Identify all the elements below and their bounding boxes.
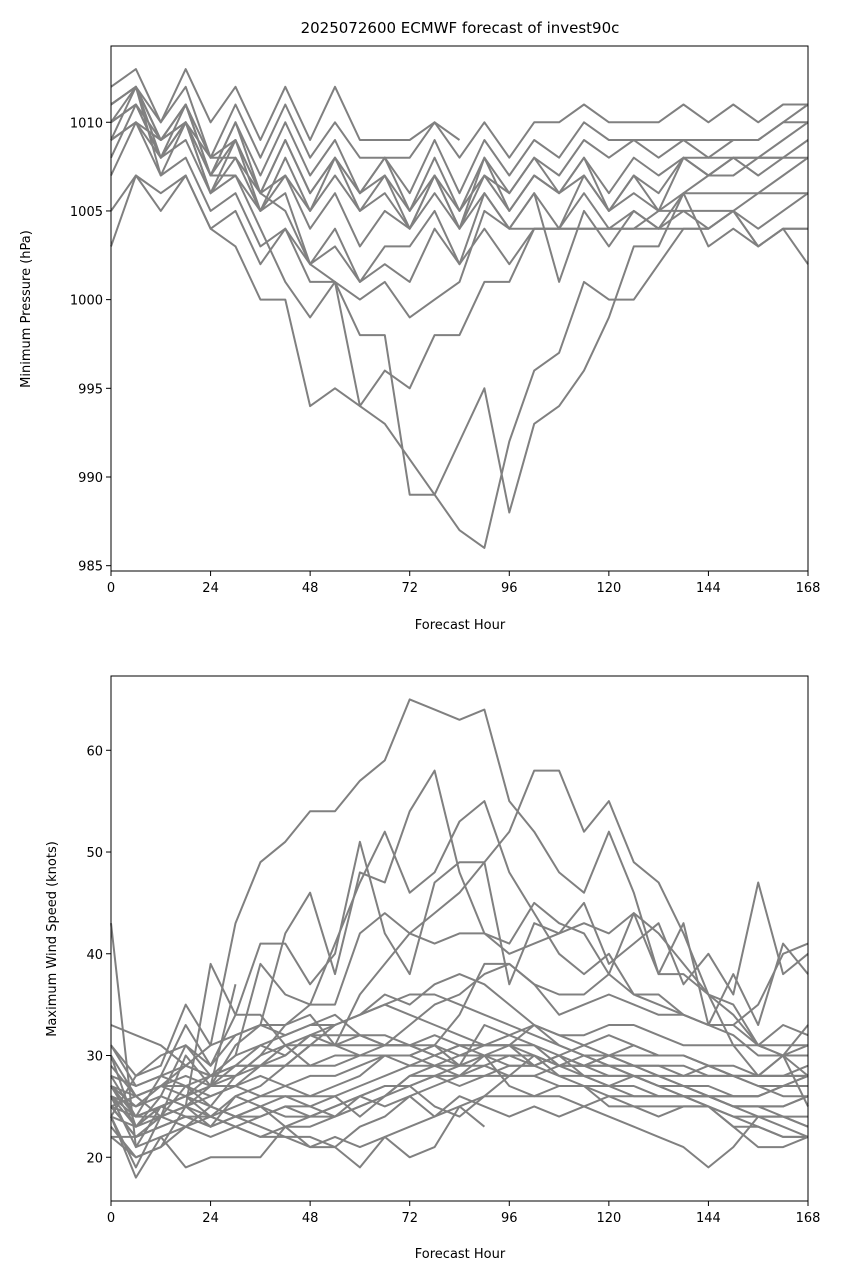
y-tick-label: 1000: [70, 294, 103, 309]
ensemble-member-line-22: [110, 1054, 808, 1138]
axis-ticks: 0 24 48 72 96 120 144 168 985 990 995 1000 1005 1010: [70, 116, 821, 596]
series-lines: [110, 698, 809, 1179]
x-tick-label: 96: [501, 581, 518, 596]
series-lines: [110, 68, 809, 549]
y-tick-label: 985: [78, 560, 103, 575]
y-tick-label: 60: [86, 744, 103, 759]
x-tick-label: 120: [596, 581, 621, 596]
y-tick-label: 50: [86, 846, 103, 861]
ensemble-member-line-23: [110, 1034, 808, 1149]
ensemble-member-line-3: [110, 769, 809, 1118]
y-tick-label: 20: [86, 1151, 103, 1166]
ensemble-member-line-27: [110, 962, 808, 1118]
x-tick-label: 0: [107, 581, 115, 596]
x-tick-label: 48: [302, 581, 319, 596]
ensemble-member-line-8: [110, 85, 809, 248]
x-tick-label: 72: [401, 581, 418, 596]
axis-ticks: 0 24 48 72 96 120 144 168 20 30 40 50 60: [86, 744, 820, 1226]
x-axis-label: Forecast Hour: [415, 618, 506, 633]
ensemble-member-line-13: [110, 174, 808, 549]
y-tick-label: 30: [86, 1050, 103, 1065]
ensemble-member-line-14: [110, 121, 808, 408]
plot-frame: [110, 45, 809, 572]
x-tick-label: 96: [501, 1211, 518, 1226]
x-tick-label: 72: [401, 1211, 418, 1226]
ensemble-member-line-28: [110, 1024, 808, 1098]
plot-frame: [110, 675, 809, 1202]
ensemble-member-line-24: [110, 1055, 809, 1169]
x-tick-label: 168: [796, 581, 821, 596]
y-tick-label: 40: [86, 948, 103, 963]
x-tick-label: 144: [696, 581, 721, 596]
y-tick-label: 1010: [70, 116, 103, 131]
ensemble-member-line-12: [110, 103, 808, 514]
x-tick-label: 24: [202, 581, 219, 596]
y-axis-label: Minimum Pressure (hPa): [19, 230, 34, 388]
ensemble-member-line-25: [110, 1054, 809, 1128]
ensemble-member-line-26: [110, 1044, 809, 1169]
y-axis-label: Maximum Wind Speed (knots): [45, 841, 60, 1037]
ensemble-member-line-20: [110, 1105, 486, 1179]
x-tick-label: 120: [596, 1211, 621, 1226]
ensemble-member-line-11: [110, 174, 808, 319]
x-tick-label: 0: [107, 1211, 115, 1226]
ensemble-member-line-2: [110, 85, 808, 159]
ensemble-member-line-29: [110, 984, 237, 1138]
y-tick-label: 990: [78, 471, 103, 486]
x-axis-label: Forecast Hour: [415, 1247, 506, 1262]
ensemble-member-line-4: [110, 85, 784, 212]
ensemble-member-line-5: [110, 912, 809, 1159]
ensemble-member-line-1: [110, 68, 461, 141]
y-tick-label: 995: [78, 382, 103, 397]
ensemble-member-line-6: [110, 769, 809, 1149]
pressure-chart: 2025072600 ECMWF forecast of invest90c F…: [19, 19, 820, 633]
ensemble-member-line-21: [110, 993, 809, 1149]
x-tick-label: 144: [696, 1211, 721, 1226]
x-tick-label: 168: [796, 1211, 821, 1226]
wind-speed-chart: Forecast Hour Maximum Wind Speed (knots)…: [45, 675, 820, 1262]
chart-title: 2025072600 ECMWF forecast of invest90c: [301, 19, 620, 37]
x-tick-label: 24: [202, 1211, 219, 1226]
y-tick-label: 1005: [70, 205, 103, 220]
x-tick-label: 48: [302, 1211, 319, 1226]
ensemble-member-line-1: [110, 698, 809, 1118]
